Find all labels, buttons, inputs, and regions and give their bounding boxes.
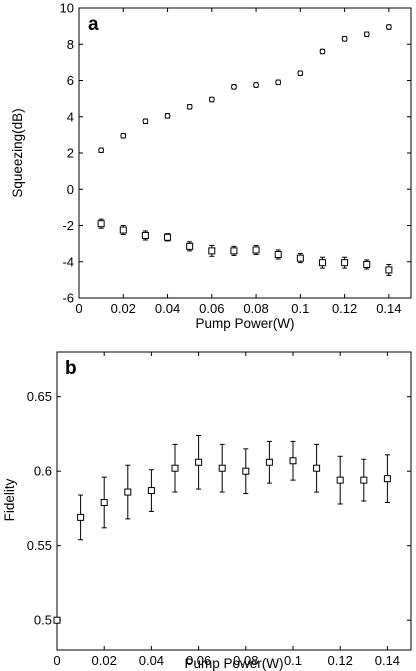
y-axis-label: Fidelity — [2, 478, 17, 521]
data-point — [141, 231, 149, 239]
y-tick-label: 10 — [60, 1, 74, 16]
x-tick-label: 0.14 — [376, 301, 401, 316]
data-point — [77, 513, 85, 521]
data-point — [275, 79, 282, 86]
data-point — [242, 467, 250, 475]
y-tick-label: -2 — [62, 218, 74, 233]
x-axis-label: Pump Power(W) — [184, 656, 283, 671]
x-tick-label: 0.08 — [243, 301, 268, 316]
data-point — [313, 464, 321, 472]
x-tick-label: 0.08 — [233, 653, 258, 668]
data-point — [231, 83, 237, 90]
y-tick-label: 0 — [67, 182, 74, 197]
data-point — [319, 48, 326, 55]
data-marks — [97, 24, 393, 276]
y-tick-label: 0.6 — [34, 464, 52, 479]
data-point — [98, 147, 105, 154]
x-tick-label: 0.04 — [139, 653, 164, 668]
panel-a: 0 0.02 0.04 0.06 0.08 0.1 0.12 0.14 -6 -4 -2 0 2 4 6 8… — [10, 1, 412, 331]
x-tick-label: 0 — [75, 301, 82, 316]
y-ticks: 0.5 0.55 0.6 0.65 — [27, 389, 411, 628]
data-point — [97, 220, 105, 228]
y-tick-label: -6 — [62, 291, 74, 306]
y-tick-label: 6 — [67, 73, 74, 88]
data-point — [208, 96, 215, 103]
data-point — [171, 464, 179, 472]
data-point — [383, 475, 391, 483]
x-tick-label: 0.02 — [92, 653, 117, 668]
data-point — [164, 112, 171, 119]
data-point — [265, 458, 273, 466]
y-tick-label: 0.55 — [27, 538, 52, 553]
data-point — [363, 260, 371, 268]
panel-label: b — [65, 358, 77, 379]
data-point — [142, 118, 149, 125]
plot-frame — [78, 7, 412, 299]
data-point — [297, 70, 304, 77]
data-point — [253, 82, 259, 88]
data-point — [53, 616, 61, 624]
x-tick-label: 0.1 — [284, 653, 302, 668]
data-point — [360, 476, 368, 484]
y-tick-label: 8 — [67, 37, 74, 52]
y-tick-label: 2 — [67, 146, 74, 161]
data-point — [341, 35, 348, 42]
x-tick-label: 0 — [53, 653, 60, 668]
x-tick-label: 0.14 — [375, 653, 400, 668]
data-point — [296, 254, 304, 262]
panel-label: a — [88, 14, 99, 35]
data-point — [336, 476, 344, 484]
x-ticks: 0 0.02 0.04 0.06 0.08 0.1 0.12 0.14 — [53, 352, 400, 668]
data-point — [119, 226, 127, 234]
x-tick-label: 0.06 — [199, 301, 224, 316]
data-point — [252, 246, 260, 254]
data-point — [186, 103, 193, 110]
data-point — [230, 247, 238, 255]
data-point — [164, 233, 172, 241]
data-point — [195, 458, 203, 466]
y-tick-label: 0.5 — [34, 613, 52, 628]
x-tick-label: 0.06 — [186, 653, 211, 668]
y-axis-label: Squeezing(dB) — [10, 108, 25, 197]
x-tick-label: 0.04 — [155, 301, 180, 316]
data-marks — [53, 434, 391, 624]
data-point — [318, 259, 326, 267]
data-point — [208, 247, 216, 255]
data-point — [385, 266, 393, 274]
data-point — [147, 487, 155, 495]
x-ticks: 0 0.02 0.04 0.06 0.08 0.1 0.12 0.14 — [75, 8, 402, 316]
data-point — [385, 24, 392, 30]
data-point — [218, 464, 226, 472]
data-point — [100, 498, 108, 506]
x-axis-label: Pump Power(W) — [195, 316, 294, 331]
data-point — [124, 488, 132, 496]
x-tick-label: 0.02 — [111, 301, 136, 316]
data-point — [289, 457, 297, 465]
data-point — [186, 242, 194, 250]
y-tick-label: -4 — [62, 254, 74, 269]
data-point — [120, 132, 127, 139]
plot-frame — [56, 351, 412, 651]
data-point — [363, 31, 370, 38]
panel-b: 0 0.02 0.04 0.06 0.08 0.1 0.12 0.14 0.50.550.60… — [2, 351, 412, 671]
x-tick-label: 0.12 — [328, 653, 353, 668]
y-ticks: -6 -4 -2 0 2 4 6 8 10 — [60, 1, 411, 306]
data-point — [341, 259, 349, 267]
y-tick-label: 0.65 — [27, 389, 52, 404]
x-tick-label: 0.12 — [332, 301, 357, 316]
y-tick-label: 4 — [67, 109, 74, 124]
x-tick-label: 0.1 — [291, 301, 309, 316]
data-point — [274, 251, 282, 258]
